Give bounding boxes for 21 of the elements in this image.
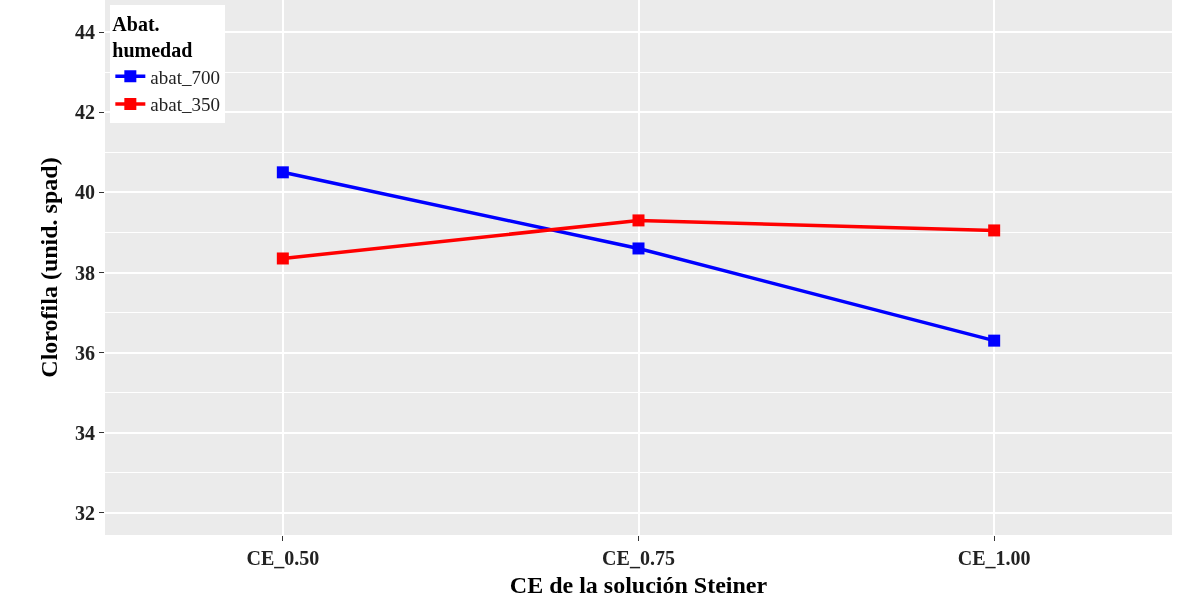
y-tick-label: 34 [75,421,95,444]
point [988,224,1001,237]
x-tick-label: CE_0.75 [602,547,675,569]
point [276,252,289,265]
x-tick-label: CE_0.50 [246,547,320,569]
y-tick-label: 32 [75,501,95,524]
y-tick-label: 36 [75,341,95,364]
point [632,214,645,227]
y-tick-label: 40 [75,181,95,204]
point [632,242,645,255]
x-tick-label: CE_1.00 [957,547,1031,569]
y-axis-title: Clorofila (unid. spad) [36,157,63,378]
x-axis-title: CE de la solución Steiner [509,572,768,599]
point [276,166,289,179]
legend-title: Abat. humedad [112,13,193,62]
legend-label: abat_700 [150,66,220,88]
y-tick-label: 38 [75,261,95,284]
y-tick-label: 44 [75,21,95,44]
y-tick-label: 42 [75,101,95,124]
point [988,334,1001,347]
legend-label: abat_350 [150,94,220,116]
